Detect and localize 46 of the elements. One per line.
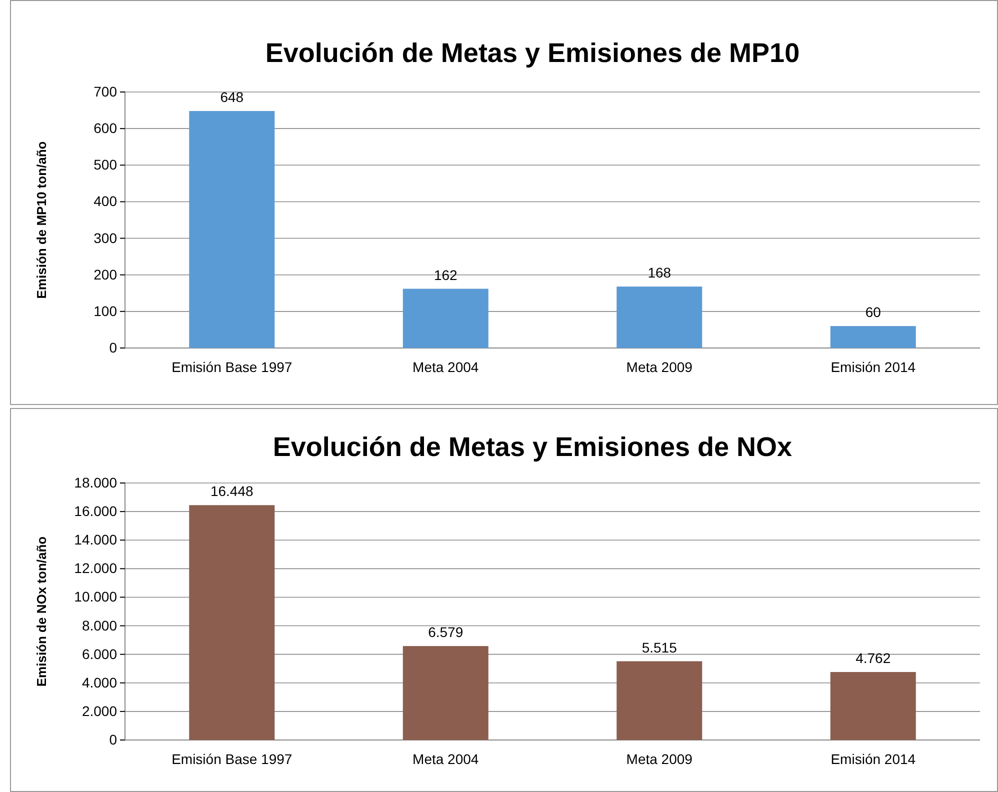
bar — [402, 646, 488, 740]
y-tick-label: 600 — [94, 120, 118, 136]
y-tick-label: 0 — [109, 339, 118, 356]
y-tick-label: 14.000 — [74, 532, 118, 548]
y-tick-label: 10.000 — [74, 588, 118, 605]
data-label: 6.579 — [428, 624, 464, 640]
data-label: 162 — [434, 266, 458, 283]
x-tick-label: Emisión Base 1997 — [172, 358, 292, 375]
y-tick-label: 12.000 — [74, 560, 118, 576]
y-tick-label: 0 — [109, 731, 118, 748]
x-tick-label: Meta 2009 — [626, 358, 693, 375]
data-label: 648 — [220, 89, 244, 106]
y-tick-label: 18.000 — [74, 474, 118, 490]
y-tick-label: 16.000 — [74, 503, 118, 520]
y-tick-label: 6.000 — [82, 646, 118, 662]
y-tick-label: 2.000 — [82, 702, 118, 719]
y-tick-label: 500 — [94, 156, 118, 173]
bar — [830, 326, 916, 348]
data-label: 5.515 — [642, 639, 678, 656]
bar — [616, 286, 702, 348]
x-tick-label: Meta 2004 — [412, 750, 479, 767]
y-tick-label: 700 — [94, 83, 118, 100]
data-label: 16.448 — [210, 483, 254, 500]
data-label: 168 — [648, 264, 672, 281]
x-tick-label: Meta 2009 — [626, 750, 693, 767]
x-tick-label: Emisión 2014 — [830, 358, 916, 375]
data-label: 60 — [865, 304, 882, 320]
x-tick-label: Emisión 2014 — [830, 750, 916, 767]
y-tick-label: 400 — [94, 193, 118, 210]
bar — [189, 111, 275, 348]
y-tick-label: 100 — [94, 302, 118, 319]
y-tick-label: 200 — [94, 266, 118, 282]
y-axis-title: Emisión de MP10 ton/año — [34, 141, 49, 299]
y-tick-label: 4.000 — [82, 674, 118, 690]
chart-title: Evolución de Metas y Emisiones de MP10 — [265, 38, 800, 68]
bar — [189, 505, 275, 740]
y-tick-label: 300 — [94, 230, 118, 246]
y-axis-title: Emisión de NOx ton/año — [34, 536, 49, 687]
bar — [830, 672, 916, 740]
data-label: 4.762 — [856, 650, 891, 666]
x-tick-label: Meta 2004 — [412, 358, 479, 375]
x-tick-label: Emisión Base 1997 — [172, 750, 292, 767]
y-tick-label: 8.000 — [82, 617, 118, 634]
bar — [402, 288, 488, 348]
chart-title: Evolución de Metas y Emisiones de NOx — [272, 432, 792, 462]
bar — [616, 661, 702, 740]
